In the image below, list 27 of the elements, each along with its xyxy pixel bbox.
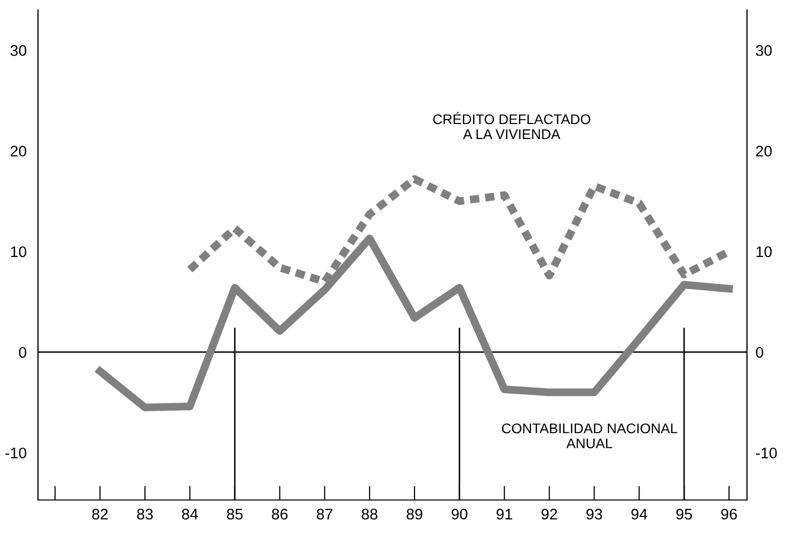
x-tick-label: 85	[226, 508, 243, 520]
annotation: CRÉDITO DEFLACTADO A LA VIVIENDA	[433, 112, 590, 139]
x-tick-label: 84	[182, 508, 198, 520]
y2-tick-label: 10	[756, 246, 772, 258]
x-tick-label: 90	[452, 508, 468, 520]
y-tick-label: 20	[10, 146, 26, 157]
x-tick-label: 86	[272, 508, 288, 520]
x-tick-label: 92	[542, 508, 558, 520]
y2-tick-label: 30	[756, 45, 772, 56]
x-tick-label: 95	[676, 508, 692, 520]
x-tick-label: 82	[92, 508, 108, 520]
x-tick-label: 96	[721, 508, 737, 520]
y2-tick-label: 20	[756, 146, 772, 157]
x-tick-label: 94	[631, 508, 648, 520]
y-tick-label: 30	[10, 45, 26, 56]
x-tick-label: 91	[496, 508, 512, 520]
x-tick-label: 89	[406, 508, 422, 520]
y-tick-label: -10	[5, 448, 26, 458]
x-tick-label: 88	[362, 508, 378, 520]
y-tick-label: 10	[11, 246, 26, 258]
x-tick-label: 93	[586, 508, 602, 520]
y-tick-label: 0	[18, 346, 26, 358]
x-tick-label: 83	[137, 508, 153, 520]
y2-tick-label: 0	[756, 346, 764, 358]
y2-tick-label: -10	[756, 448, 777, 458]
annotation: CONTABILIDAD NACIONAL ANUAL	[502, 423, 678, 448]
x-tick-label: 87	[316, 508, 332, 520]
